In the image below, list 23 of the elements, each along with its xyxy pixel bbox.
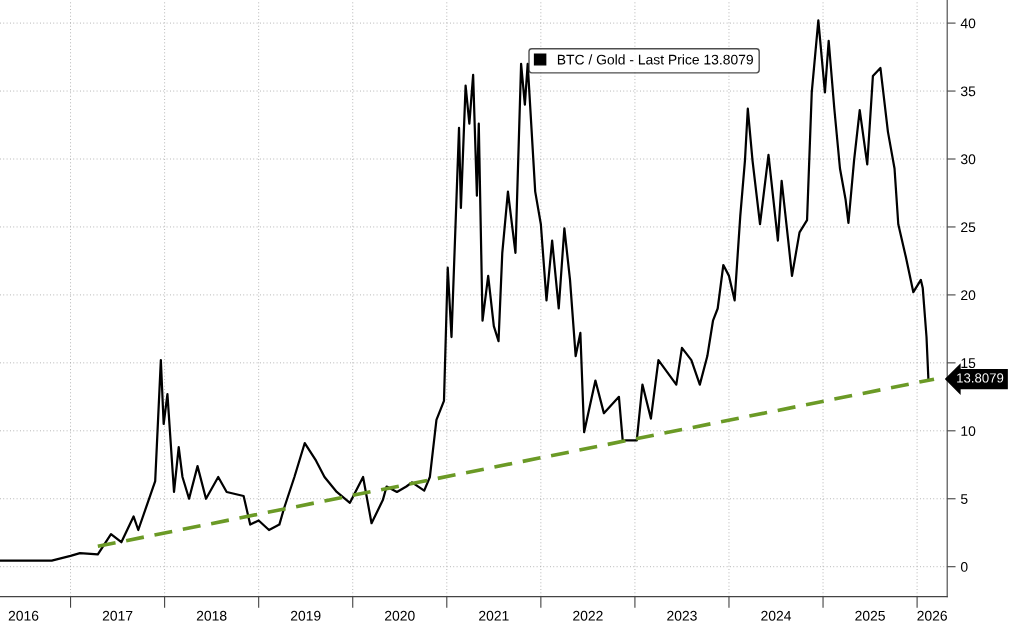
y-tick-label: 35 [960,86,976,97]
annotation: 13.8079 [957,373,1004,383]
y-tick-label: 15 [961,358,976,369]
x-tick-label: 2022 [573,610,603,621]
x-tick-label: 2021 [479,610,509,621]
line-series [0,19,930,562]
y-tick-label: 10 [961,426,976,436]
y-tick-label: 0 [960,562,968,572]
x-tick-label: 2016 [8,610,39,621]
x-tick-label: 2020 [385,610,415,621]
y-tick-label: 5 [960,494,968,504]
x-tick-label: 2018 [196,610,227,621]
y-tick-label: 30 [960,154,976,165]
x-tick-label: 2019 [290,610,321,621]
x-tick-label: 2026 [917,610,947,621]
y-tick-label: 25 [961,222,976,233]
legend-label: BTC / Gold - Last Price 13.8079 [557,54,753,65]
y-tick-label: 40 [960,18,976,29]
x-tick-label: 2017 [102,610,133,621]
x-tick-label: 2025 [855,610,885,621]
x-tick-label: 2024 [761,610,792,621]
y-tick-label: 20 [961,290,976,301]
x-tick-label: 2023 [667,610,697,621]
